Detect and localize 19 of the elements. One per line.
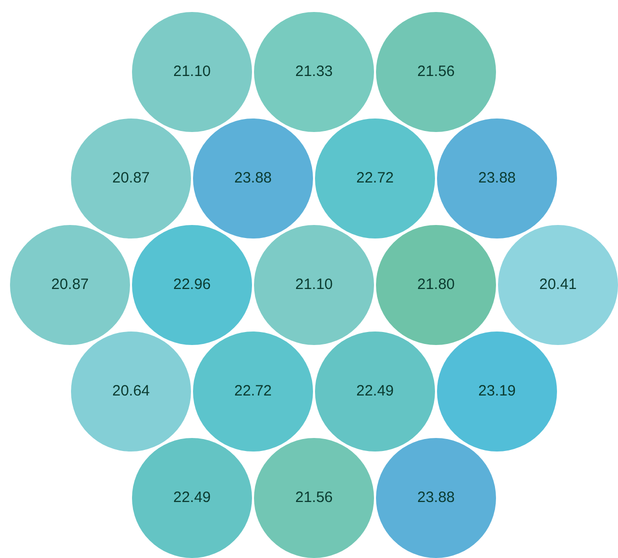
data-label: 23.88 bbox=[417, 489, 455, 506]
data-label: 23.88 bbox=[234, 170, 272, 187]
data-label: 21.10 bbox=[295, 276, 333, 294]
data-label: 20.41 bbox=[539, 276, 577, 294]
data-label: 21.33 bbox=[295, 63, 333, 80]
data-label: 23.88 bbox=[478, 170, 516, 187]
data-label: 22.49 bbox=[173, 489, 211, 506]
data-label: 22.72 bbox=[356, 170, 394, 187]
data-label: 21.10 bbox=[173, 63, 211, 80]
data-label: 20.64 bbox=[112, 382, 150, 400]
data-label: 22.96 bbox=[173, 276, 211, 294]
data-label: 22.72 bbox=[234, 382, 272, 400]
data-label: 21.56 bbox=[295, 489, 333, 506]
data-label: 21.80 bbox=[417, 276, 455, 294]
data-label: 22.49 bbox=[356, 382, 394, 400]
data-label: 23.19 bbox=[478, 382, 516, 400]
data-label: 20.87 bbox=[51, 276, 89, 294]
data-label: 21.56 bbox=[417, 63, 455, 80]
data-label: 20.87 bbox=[112, 170, 150, 187]
